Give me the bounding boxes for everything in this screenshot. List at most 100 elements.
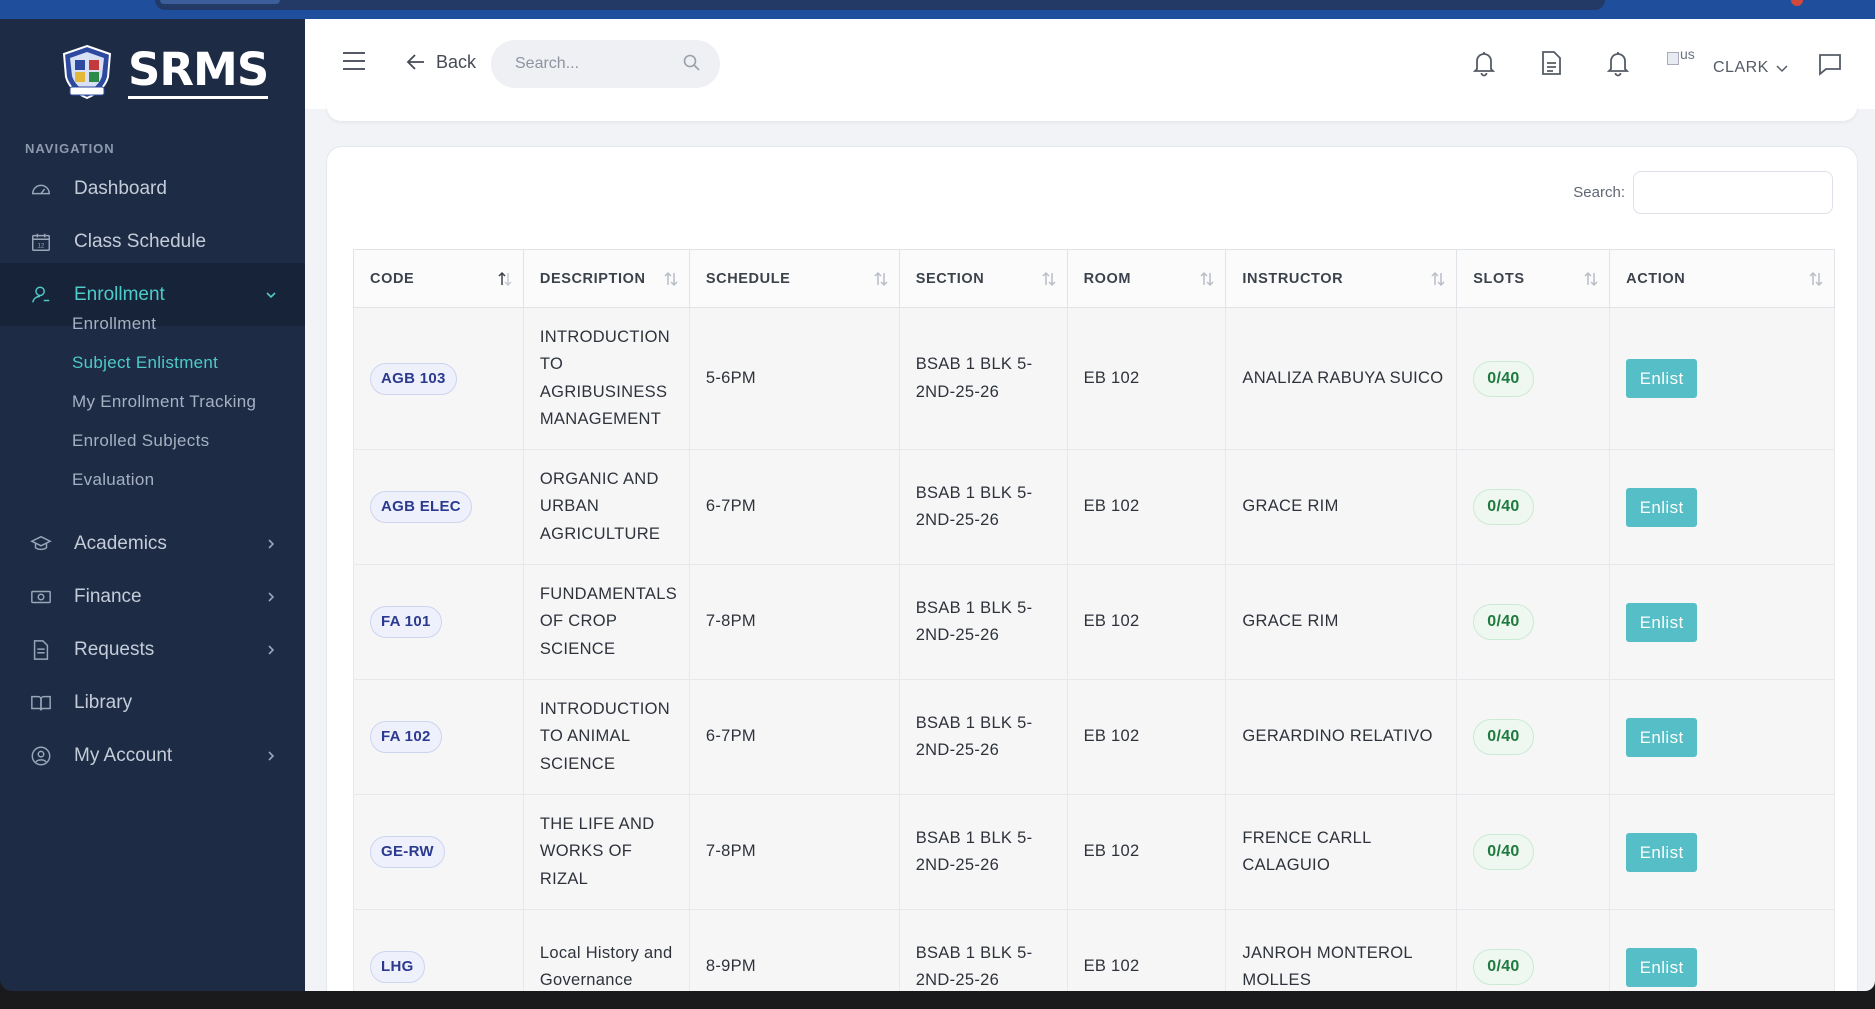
code-badge: LHG <box>370 951 425 983</box>
window-bottom-edge <box>0 991 1875 1009</box>
sidebar-item-my-account[interactable]: My Account <box>0 724 305 787</box>
brand-name: SRMS <box>128 45 269 99</box>
slots-badge: 0/40 <box>1473 604 1534 640</box>
sidebar-item-library[interactable]: Library <box>0 671 305 734</box>
room-cell: EB 102 <box>1066 307 1227 450</box>
search-input[interactable] <box>491 40 671 88</box>
instructor-cell: GERARDINO RELATIVO <box>1225 679 1458 795</box>
schedule-cell: 8-9PM <box>688 909 900 991</box>
document-icon <box>33 639 49 660</box>
enlist-button[interactable]: Enlist <box>1626 832 1698 872</box>
column-header-room[interactable]: ROOM <box>1066 249 1227 308</box>
sidebar-subitem-enrollment[interactable]: Enrollment <box>72 314 157 333</box>
table-row: GE-RW THE LIFE AND WORKS OF RIZAL 7-8PM … <box>353 794 1835 910</box>
sort-icon <box>1584 271 1598 287</box>
column-label: CODE <box>370 270 415 287</box>
user-circle-icon <box>31 746 51 765</box>
book-icon <box>31 695 51 710</box>
search-icon[interactable] <box>683 54 700 71</box>
sidebar-item-academics[interactable]: Academics <box>0 512 305 575</box>
enlist-button[interactable]: Enlist <box>1626 717 1698 757</box>
column-header-section[interactable]: SECTION <box>898 249 1068 308</box>
column-header-action[interactable]: ACTION <box>1609 249 1835 308</box>
column-header-description[interactable]: DESCRIPTION <box>522 249 690 308</box>
brand[interactable]: SRMS <box>58 37 269 107</box>
back-label: Back <box>436 51 477 72</box>
code-badge: FA 101 <box>370 606 442 638</box>
chevron-right-icon <box>268 750 275 761</box>
column-label: ROOM <box>1083 270 1132 287</box>
sidebar-subitem-enrollment-tracking[interactable]: My Enrollment Tracking <box>72 392 257 411</box>
bell-icon[interactable] <box>1605 49 1631 77</box>
description-cell: INTRODUCTION TO AGRIBUSINESS MANAGEMENT <box>522 307 690 450</box>
code-badge: FA 102 <box>370 721 442 753</box>
table-row: LHG Local History and Governance 8-9PM B… <box>353 909 1835 991</box>
room-cell: EB 102 <box>1066 449 1227 565</box>
column-header-slots[interactable]: SLOTS <box>1456 249 1611 308</box>
sidebar-item-class-schedule[interactable]: 12 Class Schedule <box>0 210 305 273</box>
column-label: SLOTS <box>1473 270 1525 287</box>
slots-badge: 0/40 <box>1473 360 1534 397</box>
top-header: Back us CLARK <box>305 19 1875 109</box>
table-row: FA 101 FUNDAMENTALS OF CROP SCIENCE 7-8P… <box>353 564 1835 680</box>
code-badge: GE-RW <box>370 836 445 868</box>
hamburger-menu-icon[interactable] <box>341 50 367 72</box>
table-row: AGB ELEC ORGANIC AND URBAN AGRICULTURE 6… <box>353 449 1835 565</box>
section-cell: BSAB 1 BLK 5-2ND-25-26 <box>898 307 1068 450</box>
enlist-button[interactable]: Enlist <box>1626 602 1698 642</box>
user-icon <box>32 285 50 303</box>
previous-card-edge <box>327 99 1857 121</box>
schedule-cell: 6-7PM <box>688 679 900 795</box>
document-icon[interactable] <box>1538 49 1564 77</box>
avatar: us <box>1665 46 1707 80</box>
sidebar-item-label: Academics <box>74 532 167 554</box>
sort-icon <box>1200 271 1214 287</box>
column-header-schedule[interactable]: SCHEDULE <box>688 249 900 308</box>
bell-icon[interactable] <box>1471 49 1497 77</box>
column-header-instructor[interactable]: INSTRUCTOR <box>1225 249 1458 308</box>
sidebar-item-label: Enrollment <box>74 283 165 305</box>
section-cell: BSAB 1 BLK 5-2ND-25-26 <box>898 909 1068 991</box>
arrow-left-icon <box>406 54 424 70</box>
sort-icon <box>664 271 678 287</box>
column-label: INSTRUCTOR <box>1242 270 1344 287</box>
sidebar-subitem-evaluation[interactable]: Evaluation <box>72 470 155 489</box>
broken-image-icon <box>1667 52 1679 65</box>
schedule-cell: 7-8PM <box>688 794 900 910</box>
column-header-code[interactable]: CODE <box>353 249 524 308</box>
room-cell: EB 102 <box>1066 909 1227 991</box>
description-cell: THE LIFE AND WORKS OF RIZAL <box>522 794 690 910</box>
sidebar-item-enrollment[interactable]: Enrollment <box>0 263 305 326</box>
table-search-input[interactable] <box>1633 171 1833 214</box>
slots-badge: 0/40 <box>1473 834 1534 870</box>
section-cell: BSAB 1 BLK 5-2ND-25-26 <box>898 679 1068 795</box>
enlist-button[interactable]: Enlist <box>1626 487 1698 527</box>
column-label: ACTION <box>1626 270 1686 287</box>
description-cell: INTRODUCTION TO ANIMAL SCIENCE <box>522 679 690 795</box>
chevron-down-icon <box>1776 65 1788 73</box>
back-button[interactable]: Back <box>405 51 476 73</box>
code-badge: AGB ELEC <box>370 491 472 523</box>
enlist-button[interactable]: Enlist <box>1626 947 1698 987</box>
sidebar-subitem-subject-enlistment[interactable]: Subject Enlistment <box>72 353 219 372</box>
enlist-button[interactable]: Enlist <box>1626 359 1698 398</box>
user-menu[interactable]: us CLARK <box>1665 43 1789 83</box>
avatar-alt-text: us <box>1680 46 1695 62</box>
sort-asc-icon <box>498 271 512 287</box>
instructor-cell: JANROH MONTEROL MOLLES <box>1225 909 1458 991</box>
schedule-cell: 5-6PM <box>688 307 900 450</box>
chat-icon[interactable] <box>1817 52 1843 76</box>
chevron-right-icon <box>268 538 275 549</box>
sidebar-subitem-enrolled-subjects[interactable]: Enrolled Subjects <box>72 431 210 450</box>
sidebar-item-label: Finance <box>74 585 142 607</box>
notification-dot <box>1791 0 1803 6</box>
sidebar-item-requests[interactable]: Requests <box>0 618 305 681</box>
sidebar-item-dashboard[interactable]: Dashboard <box>0 157 305 220</box>
sort-icon <box>1431 271 1445 287</box>
section-cell: BSAB 1 BLK 5-2ND-25-26 <box>898 794 1068 910</box>
browser-tab <box>160 0 280 4</box>
sidebar-item-finance[interactable]: Finance <box>0 565 305 628</box>
instructor-cell: GRACE RIM <box>1225 449 1458 565</box>
calendar-icon: 12 <box>32 233 50 251</box>
schedule-cell: 6-7PM <box>688 449 900 565</box>
